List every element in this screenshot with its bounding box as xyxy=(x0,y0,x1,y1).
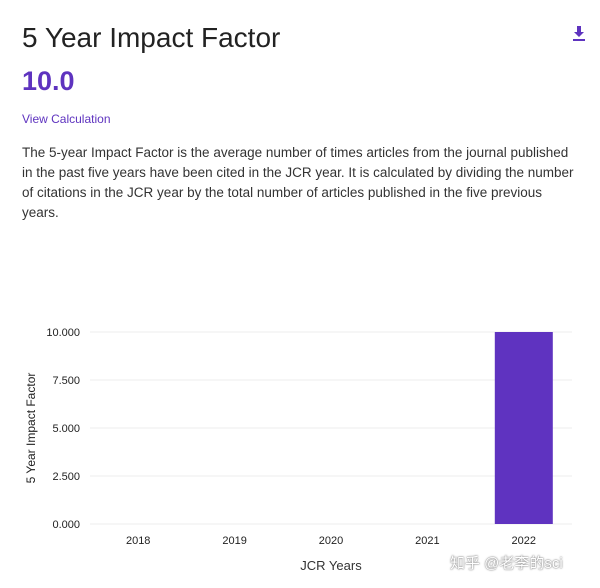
y-tick-label: 10.000 xyxy=(46,327,80,339)
y-tick-label: 0.000 xyxy=(52,519,80,531)
x-tick-label: 2019 xyxy=(222,535,246,547)
view-calculation-link[interactable]: View Calculation xyxy=(22,112,111,126)
x-tick-label: 2020 xyxy=(319,535,343,547)
x-axis-label: JCR Years xyxy=(300,558,362,573)
y-tick-label: 5.000 xyxy=(52,423,80,435)
impact-factor-chart: 0.000 2.500 5.000 7.500 10.000 2018 2019 2020 2… xyxy=(24,327,572,573)
description-text: The 5-year Impact Factor is the average … xyxy=(22,145,574,220)
watermark: 知乎 @老李的sci xyxy=(450,555,563,572)
download-icon[interactable] xyxy=(570,24,588,42)
impact-factor-value: 10.0 xyxy=(22,66,75,96)
page-title: 5 Year Impact Factor xyxy=(22,22,281,53)
y-axis-label: 5 Year Impact Factor xyxy=(24,373,38,484)
x-tick-label: 2021 xyxy=(415,535,439,547)
bar-2022[interactable] xyxy=(494,332,553,524)
y-tick-label: 2.500 xyxy=(52,471,80,483)
x-tick-label: 2018 xyxy=(126,535,150,547)
y-tick-label: 7.500 xyxy=(52,375,80,387)
x-tick-label: 2022 xyxy=(512,535,536,547)
